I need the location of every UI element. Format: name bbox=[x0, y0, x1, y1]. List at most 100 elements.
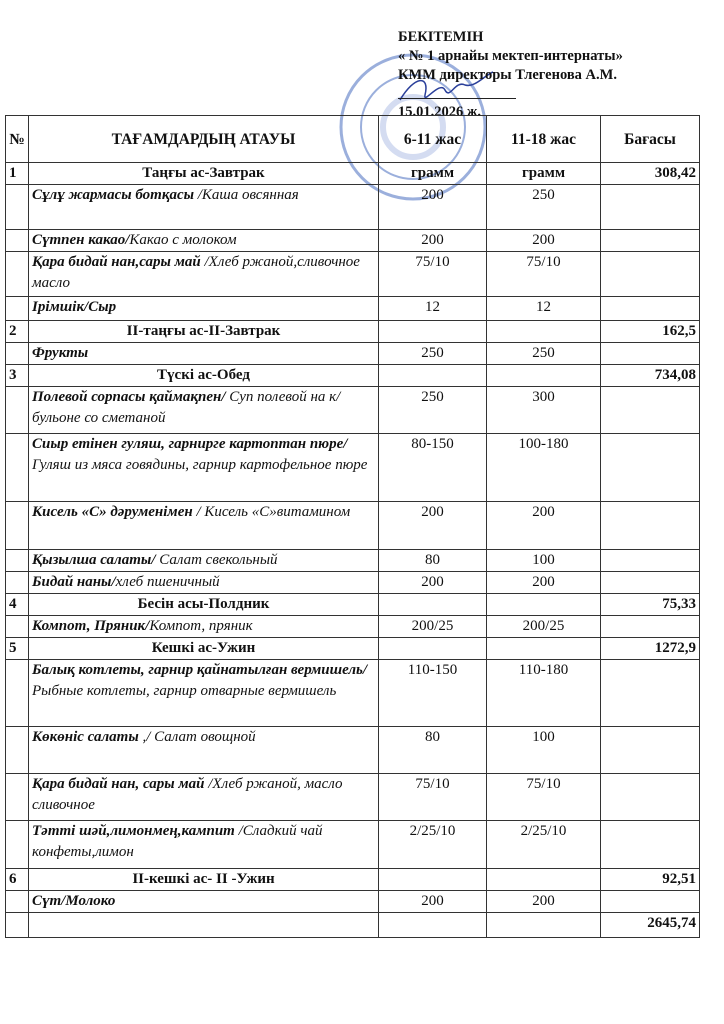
dish-number bbox=[5, 501, 29, 550]
dish-row: Қызылша салаты/ Салат свекольный 80 100 bbox=[5, 549, 700, 572]
dish-price bbox=[600, 659, 700, 727]
dish-row: Бидай наны/хлеб пшеничный 200 200 bbox=[5, 571, 700, 594]
portion-11-18: 250 bbox=[486, 342, 601, 365]
meal-title: Бесін асы-Полдник bbox=[28, 593, 379, 616]
dish-number bbox=[5, 773, 29, 821]
portion-6-11: 200 bbox=[378, 890, 487, 913]
unit-6-11 bbox=[378, 637, 487, 660]
approval-director: КММ директоры Тлегенова А.М. bbox=[398, 67, 617, 83]
meal-row: 2 II-таңғы ас-II-Завтрак 162,5 bbox=[5, 320, 700, 343]
dish-name-kz: Сиыр етінен гуляш, гарнирге картоптан пю… bbox=[32, 436, 348, 452]
unit-6-11 bbox=[378, 593, 487, 616]
portion-6-11: 75/10 bbox=[378, 773, 487, 821]
dish-row: Ірімшік/Сыр 12 12 bbox=[5, 296, 700, 321]
approval-block: БЕКІТЕМІН « № 1 арнайы мектеп-интернаты»… bbox=[398, 28, 623, 85]
dish-name: Сүтпен какао/Какао с молоком bbox=[28, 229, 379, 252]
dish-name-ru: /Хлеб ржаной,сливочное масло bbox=[32, 254, 360, 291]
dish-price bbox=[600, 184, 700, 230]
meal-row: 3 Түскі ас-Обед 734,08 bbox=[5, 364, 700, 387]
meal-title: II-кешкі ас- II -Ужин bbox=[28, 868, 379, 891]
portion-11-18: 250 bbox=[486, 184, 601, 230]
header-price: Бағасы bbox=[600, 115, 700, 163]
dish-number bbox=[5, 615, 29, 638]
portion-6-11: 80-150 bbox=[378, 433, 487, 502]
dish-name-ru: Компот, пряник bbox=[149, 618, 253, 634]
dish-name-kz: Сұлұ жармасы ботқасы bbox=[32, 187, 195, 203]
portion-6-11: 200 bbox=[378, 229, 487, 252]
dish-row: Сиыр етінен гуляш, гарнирге картоптан пю… bbox=[5, 433, 700, 502]
meal-title: Кешкі ас-Ужин bbox=[28, 637, 379, 660]
dish-name-ru: Суп полевой на к/бульоне со сметаной bbox=[32, 389, 341, 426]
dish-name: Бидай наны/хлеб пшеничный bbox=[28, 571, 379, 594]
approval-school: « № 1 арнайы мектеп-интернаты» bbox=[398, 48, 623, 64]
header-age-11-18: 11-18 жас bbox=[486, 115, 601, 163]
portion-6-11: 200 bbox=[378, 571, 487, 594]
portion-6-11: 200/25 bbox=[378, 615, 487, 638]
meal-number: 6 bbox=[5, 868, 29, 891]
dish-name-ru: /Хлеб ржаной, масло сливочное bbox=[32, 776, 343, 813]
portion-6-11: 200 bbox=[378, 184, 487, 230]
meal-number: 5 bbox=[5, 637, 29, 660]
signature-line bbox=[398, 98, 516, 99]
dish-name-ru: Какао с молоком bbox=[129, 232, 237, 248]
dish-name: Көкөніс салаты ,/ Салат овощной bbox=[28, 726, 379, 774]
portion-11-18: 100 bbox=[486, 726, 601, 774]
portion-6-11: 2/25/10 bbox=[378, 820, 487, 869]
portion-6-11: 80 bbox=[378, 549, 487, 572]
dish-price bbox=[600, 890, 700, 913]
dish-price bbox=[600, 549, 700, 572]
unit-11-18 bbox=[486, 320, 601, 343]
empty-cell bbox=[28, 912, 379, 938]
dish-name-kz: Компот, Пряник/ bbox=[32, 618, 150, 634]
dish-name: Сиыр етінен гуляш, гарнирге картоптан пю… bbox=[28, 433, 379, 502]
dish-number bbox=[5, 549, 29, 572]
portion-11-18: 200 bbox=[486, 571, 601, 594]
dish-number bbox=[5, 296, 29, 321]
dish-name: Фрукты bbox=[28, 342, 379, 365]
meal-title: Түскі ас-Обед bbox=[28, 364, 379, 387]
dish-name-kz: Балық котлеты, гарнир қайнатылған вермиш… bbox=[32, 662, 368, 678]
portion-11-18: 75/10 bbox=[486, 773, 601, 821]
header-age-6-11: 6-11 жас bbox=[378, 115, 487, 163]
dish-row: Сұлұ жармасы ботқасы /Каша овсянная 200 … bbox=[5, 184, 700, 230]
dish-name: Қара бидай нан,сары май /Хлеб ржаной,сли… bbox=[28, 251, 379, 297]
dish-row: Сүтпен какао/Какао с молоком 200 200 bbox=[5, 229, 700, 252]
portion-11-18: 12 bbox=[486, 296, 601, 321]
dish-number bbox=[5, 820, 29, 869]
portion-6-11: 250 bbox=[378, 342, 487, 365]
dish-price bbox=[600, 726, 700, 774]
meal-row: 6 II-кешкі ас- II -Ужин 92,51 bbox=[5, 868, 700, 891]
dish-number bbox=[5, 659, 29, 727]
dish-price bbox=[600, 615, 700, 638]
meal-price: 1272,9 bbox=[600, 637, 700, 660]
dish-name: Ірімшік/Сыр bbox=[28, 296, 379, 321]
dish-number bbox=[5, 571, 29, 594]
meal-title: Таңғы ас-Завтрак bbox=[28, 162, 379, 185]
dish-row: Компот, Пряник/Компот, пряник 200/25 200… bbox=[5, 615, 700, 638]
dish-name: Тәтті шәй,лимонмең,кампит /Сладкий чай к… bbox=[28, 820, 379, 869]
dish-name: Компот, Пряник/Компот, пряник bbox=[28, 615, 379, 638]
dish-number bbox=[5, 229, 29, 252]
portion-11-18: 75/10 bbox=[486, 251, 601, 297]
portion-11-18: 110-180 bbox=[486, 659, 601, 727]
dish-name-ru: /Каша овсянная bbox=[194, 187, 299, 203]
dish-number bbox=[5, 184, 29, 230]
dish-price bbox=[600, 773, 700, 821]
meal-price: 92,51 bbox=[600, 868, 700, 891]
dish-name-ru: Гуляш из мяса говядины, гарнир картофель… bbox=[32, 457, 368, 473]
dish-row: Сүт/Молоко 200 200 bbox=[5, 890, 700, 913]
dish-name: Қызылша салаты/ Салат свекольный bbox=[28, 549, 379, 572]
meal-row: 4 Бесін асы-Полдник 75,33 bbox=[5, 593, 700, 616]
dish-name-kz: Фрукты bbox=[32, 345, 89, 361]
portion-11-18: 200/25 bbox=[486, 615, 601, 638]
dish-number bbox=[5, 890, 29, 913]
unit-6-11: грамм bbox=[378, 162, 487, 185]
dish-row: Балық котлеты, гарнир қайнатылған вермиш… bbox=[5, 659, 700, 727]
meal-price: 75,33 bbox=[600, 593, 700, 616]
meal-number: 1 bbox=[5, 162, 29, 185]
dish-name-kz: Қара бидай нан, сары май bbox=[32, 776, 205, 792]
dish-name-kz: Тәтті шәй,лимонмең,кампит bbox=[32, 823, 235, 839]
dish-price bbox=[600, 342, 700, 365]
meal-number: 2 bbox=[5, 320, 29, 343]
signature-icon bbox=[399, 71, 494, 101]
